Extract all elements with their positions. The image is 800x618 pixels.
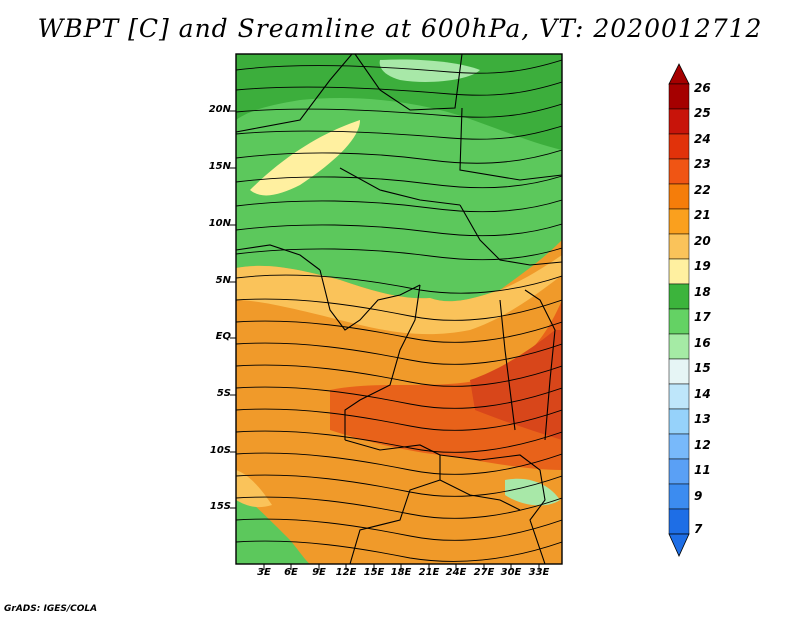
colorbar-label-12: 12	[694, 438, 711, 452]
wbpt-region-green-south	[236, 490, 310, 564]
country-borders	[236, 54, 562, 564]
colorbar-label-15: 15	[694, 361, 711, 375]
chart-title: WBPT [C] and Sreamline at 600hPa, VT: 20…	[37, 14, 763, 43]
lat-label-5s: 5S	[216, 388, 231, 399]
colorbar-label-20: 20	[694, 234, 711, 248]
lon-label-21e: 21E	[418, 567, 440, 578]
colorbar-cell	[668, 433, 690, 460]
colorbar-label-18: 18	[694, 285, 711, 299]
colorbar-cell	[668, 408, 690, 435]
wbpt-region-red	[470, 330, 562, 440]
colorbar	[668, 63, 690, 557]
colorbar-cell	[668, 308, 690, 335]
colorbar-cell	[668, 158, 690, 185]
colorbar-label-14: 14	[694, 387, 711, 401]
colorbar-top-arrow	[668, 63, 690, 85]
wbpt-region-red-orange	[330, 300, 562, 470]
colorbar-bottom-arrow	[668, 533, 690, 557]
grads-credit: GrADS: IGES/COLA	[4, 604, 98, 614]
lon-label-24e: 24E	[445, 567, 467, 578]
colorbar-cell	[668, 458, 690, 485]
colorbar-label-11: 11	[694, 463, 711, 477]
lat-label-15s: 15S	[209, 501, 231, 512]
axis-ticks	[230, 110, 540, 570]
lat-label-10n: 10N	[208, 218, 231, 229]
colorbar-label-17: 17	[694, 310, 711, 324]
colorbar-cell	[668, 233, 690, 260]
colorbar-cell	[668, 133, 690, 160]
colorbar-cell	[668, 383, 690, 410]
colorbar-cell	[668, 208, 690, 235]
colorbar-cell	[668, 508, 690, 535]
wbpt-region-yellow	[236, 255, 562, 335]
colorbar-label-26: 26	[694, 81, 711, 95]
map-frame	[235, 53, 563, 565]
colorbar-label-22: 22	[694, 183, 711, 197]
lat-label-5n: 5N	[215, 275, 231, 286]
colorbar-cell	[668, 258, 690, 285]
colorbar-cell	[668, 483, 690, 510]
colorbar-label-24: 24	[694, 132, 711, 146]
colorbar-cell	[668, 183, 690, 210]
lon-label-9e: 9E	[312, 567, 326, 578]
lon-label-6e: 6E	[284, 567, 298, 578]
lat-label-20n: 20N	[208, 104, 231, 115]
colorbar-label-13: 13	[694, 412, 711, 426]
lon-label-30e: 30E	[500, 567, 522, 578]
lon-label-27e: 27E	[473, 567, 495, 578]
streamlines	[236, 59, 562, 562]
lat-label-10s: 10S	[209, 445, 231, 456]
wbpt-region-pale-yellow	[250, 120, 360, 196]
colorbar-cell	[668, 108, 690, 135]
lon-label-33e: 33E	[528, 567, 550, 578]
lon-label-3e: 3E	[257, 567, 271, 578]
colorbar-cell	[668, 83, 690, 110]
colorbar-label-21: 21	[694, 208, 711, 222]
colorbar-label-23: 23	[694, 157, 711, 171]
colorbar-label-9: 9	[694, 489, 703, 503]
colorbar-cell	[668, 358, 690, 385]
wbpt-region-dark-green	[236, 54, 562, 150]
colorbar-label-16: 16	[694, 336, 711, 350]
lon-label-15e: 15E	[363, 567, 385, 578]
colorbar-cell	[668, 333, 690, 360]
colorbar-label-7: 7	[694, 522, 703, 536]
colorbar-cell	[668, 283, 690, 310]
lon-label-12e: 12E	[335, 567, 357, 578]
lon-label-18e: 18E	[390, 567, 412, 578]
colorbar-label-19: 19	[694, 259, 711, 273]
wbpt-region-light-green-south	[505, 478, 560, 506]
lat-label-15n: 15N	[208, 161, 231, 172]
lat-label-eq: EQ	[215, 331, 231, 342]
colorbar-label-25: 25	[694, 106, 711, 120]
